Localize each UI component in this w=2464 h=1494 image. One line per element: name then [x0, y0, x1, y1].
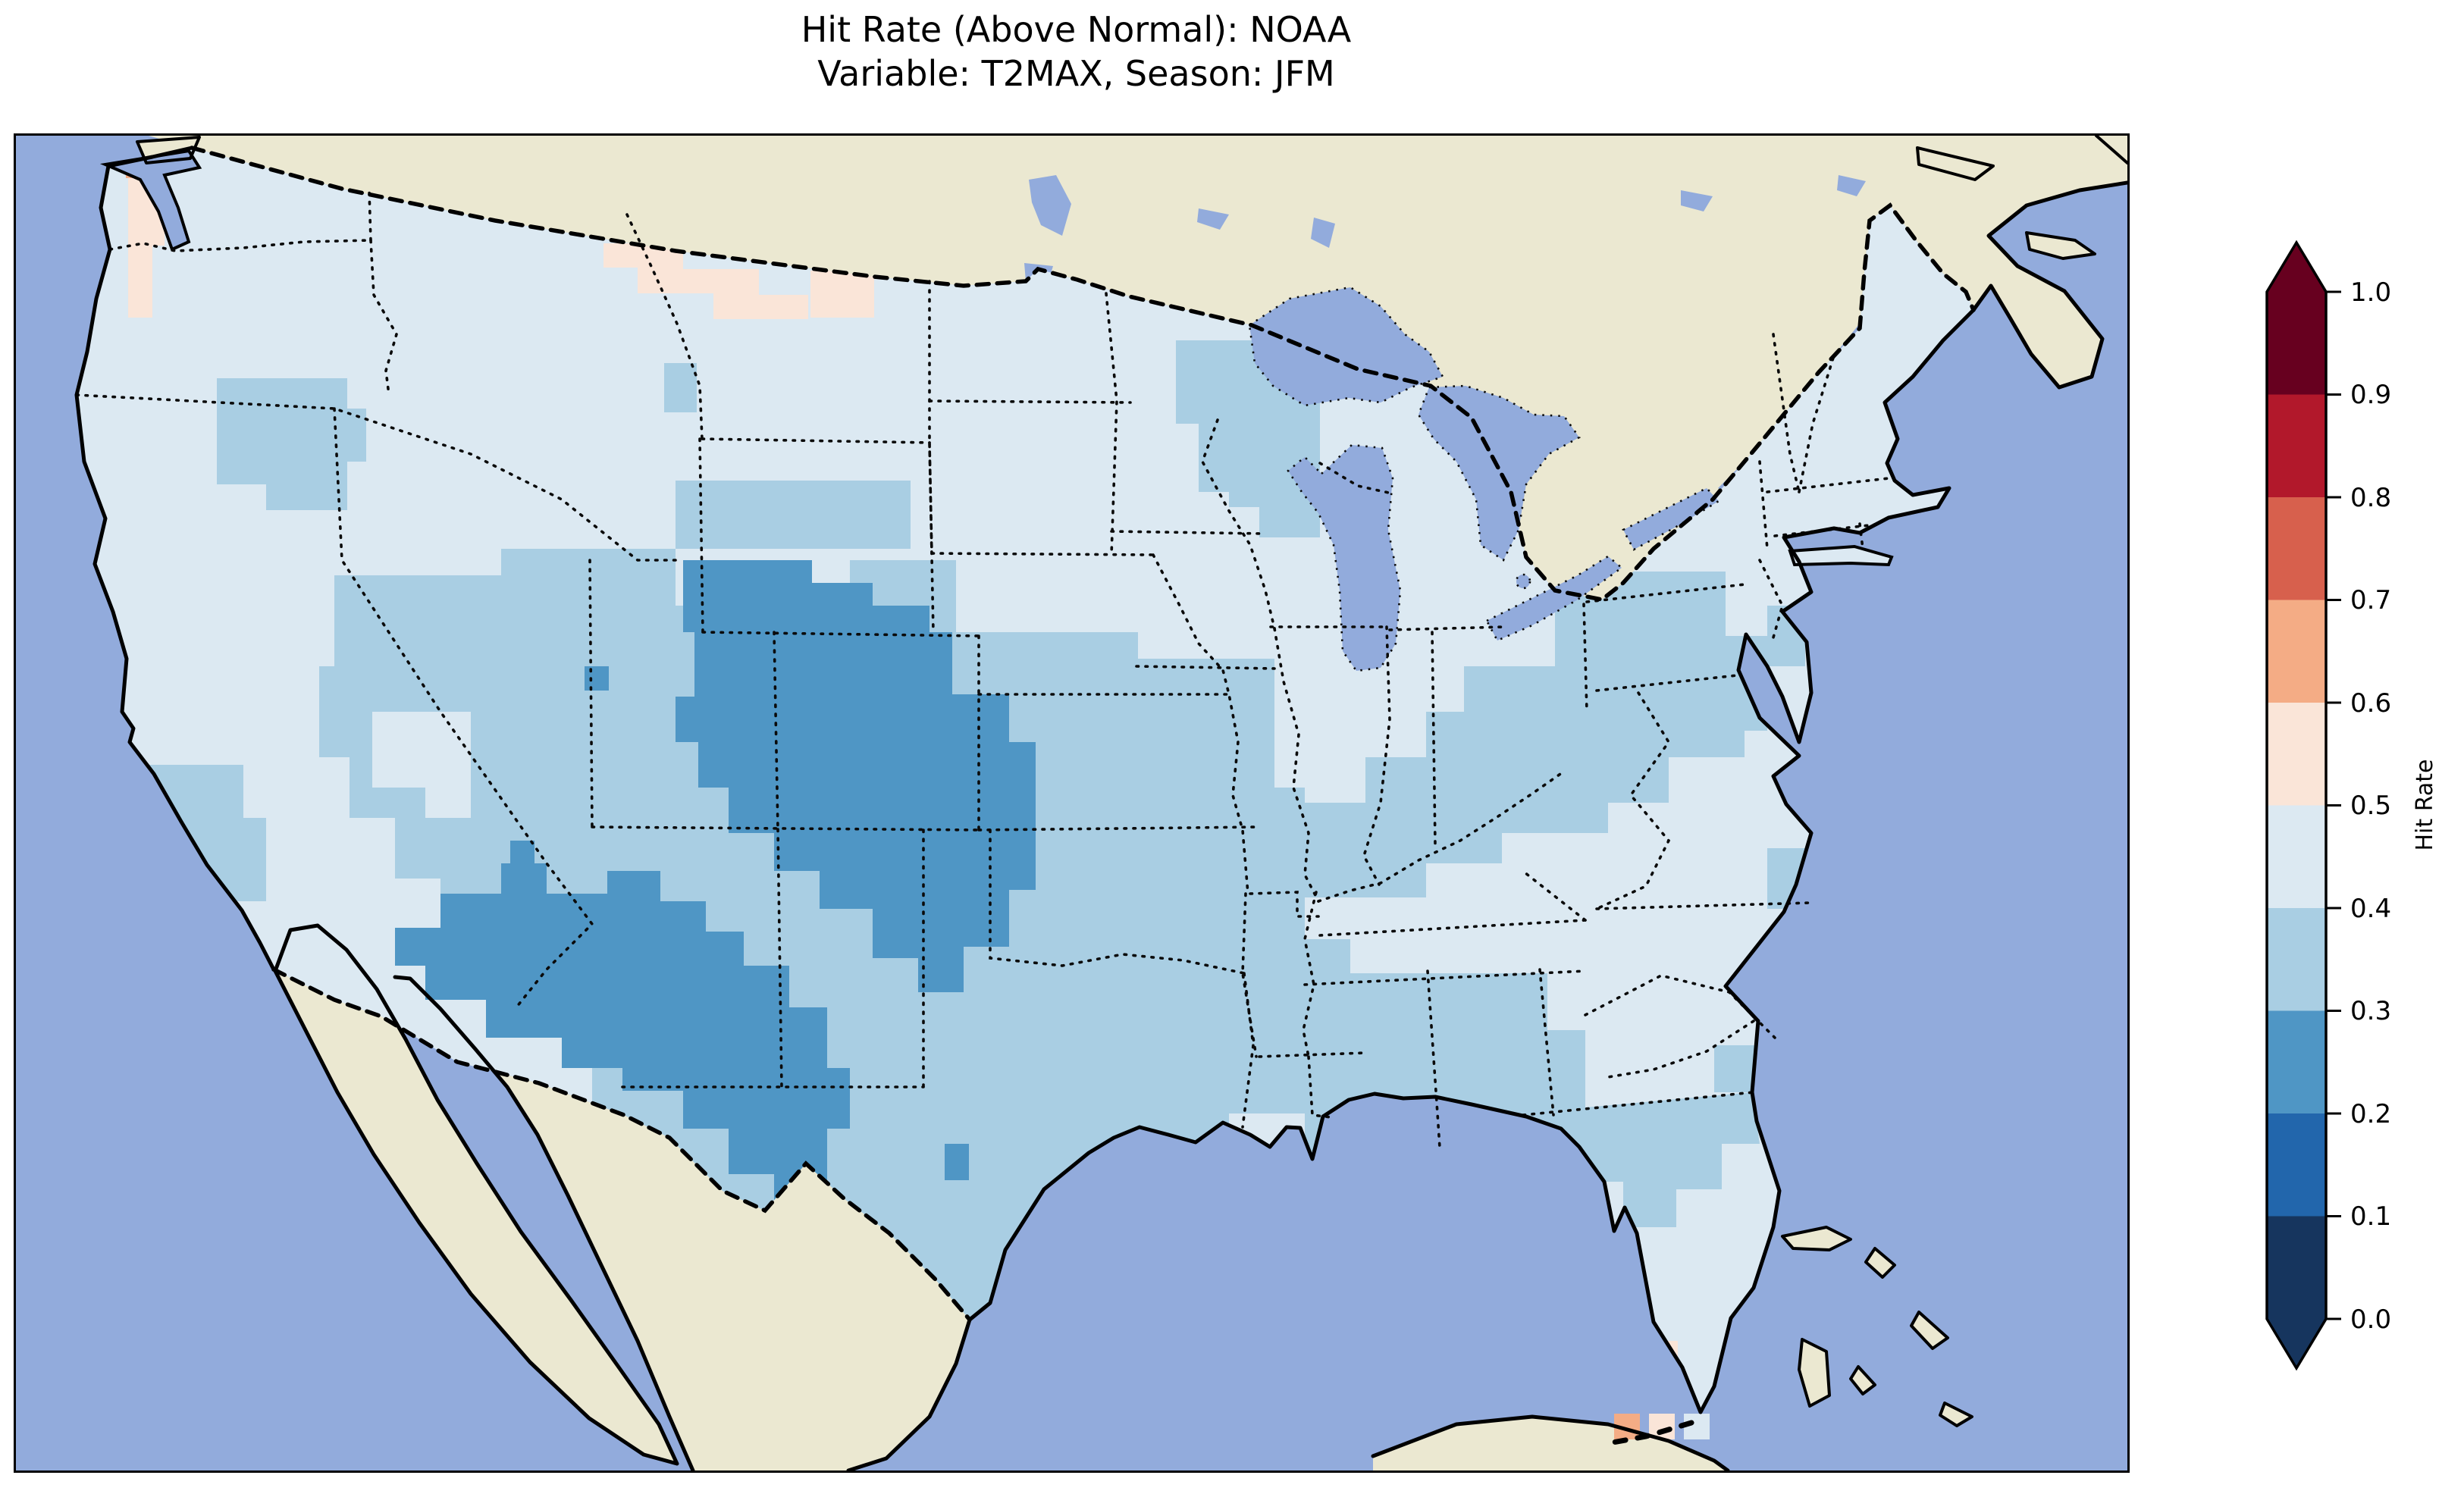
gulf-atlantic-coast: [967, 308, 1976, 1414]
florida-keys: [1601, 1420, 1694, 1447]
tick-0.7: 0.7: [2350, 585, 2391, 615]
canada-atlantic-coast: [1971, 180, 2127, 390]
colorbar: 0.0 0.1 0.2 0.3 0.4 0.5 0.6 0.7 0.8 0.9 …: [2265, 240, 2438, 1371]
colorbar-axis-label: Hit Rate: [2412, 760, 2438, 851]
conus-hit-rate-map: [16, 136, 2127, 1471]
coastlines: [74, 136, 2127, 1471]
lake-st-clair: [1515, 573, 1531, 590]
field-regions-0.2-0.3: [395, 560, 1036, 1212]
mexico-land: [395, 977, 970, 1471]
national-borders: [190, 146, 1976, 1322]
gulf-islands: [1917, 136, 2127, 180]
tick-0.3: 0.3: [2350, 996, 2391, 1026]
long-island: [1788, 544, 1894, 567]
pei-coast: [2025, 231, 2096, 260]
offshore-cell-0.4-0.5: [1684, 1414, 1710, 1439]
colorbar-arrow-over: [2267, 243, 2326, 292]
title-line-2: Variable: T2MAX, Season: JFM: [817, 53, 1335, 94]
cuba: [1373, 1417, 1728, 1471]
bahamas-coasts: [1781, 1226, 1973, 1427]
lake-huron: [1417, 384, 1581, 562]
mexico-pacific-coast: [393, 975, 695, 1471]
colorbar-arrow-under: [2267, 1319, 2326, 1368]
lake-ontario: [1622, 487, 1721, 551]
colorbar-segments: [2265, 240, 2328, 1371]
great-lakes: [1248, 286, 1721, 672]
cuba-coast: [1371, 1414, 1730, 1471]
colorbar-tick-labels: 0.0 0.1 0.2 0.3 0.4 0.5 0.6 0.7 0.8 0.9 …: [2350, 277, 2391, 1335]
title-line-1: Hit Rate (Above Normal): NOAA: [801, 9, 1352, 50]
us-mexico-border: [271, 967, 972, 1322]
tick-0.0: 0.0: [2350, 1305, 2391, 1335]
tick-0.5: 0.5: [2350, 791, 2391, 821]
tick-0.1: 0.1: [2350, 1201, 2391, 1232]
baja-coast: [273, 923, 679, 1466]
puget-sound: [99, 149, 202, 252]
tick-0.4: 0.4: [2350, 894, 2391, 924]
figure-title: Hit Rate (Above Normal): NOAA Variable: …: [14, 8, 2139, 96]
tick-0.9: 0.9: [2350, 380, 2391, 410]
tick-1.0: 1.0: [2350, 277, 2391, 308]
colorbar-ticks: [2326, 290, 2341, 1320]
lake-michigan: [1287, 443, 1402, 672]
baja-california: [275, 926, 677, 1464]
state-borders: [75, 190, 1890, 1149]
gulf-island-coasts: [1916, 136, 2127, 181]
pacific-coast: [74, 146, 276, 972]
lake-erie: [1485, 555, 1624, 642]
offshore-cells-south-of-florida: [1614, 1414, 1710, 1439]
tick-0.8: 0.8: [2350, 483, 2391, 513]
tick-0.6: 0.6: [2350, 688, 2391, 719]
us-canada-border: [190, 146, 1976, 602]
vancouver-island-coast: [136, 136, 201, 164]
tick-0.2: 0.2: [2350, 1099, 2391, 1129]
mexico-gulf-coast: [846, 1317, 972, 1471]
map-frame: [14, 133, 2130, 1473]
canada-land: [149, 136, 2127, 600]
